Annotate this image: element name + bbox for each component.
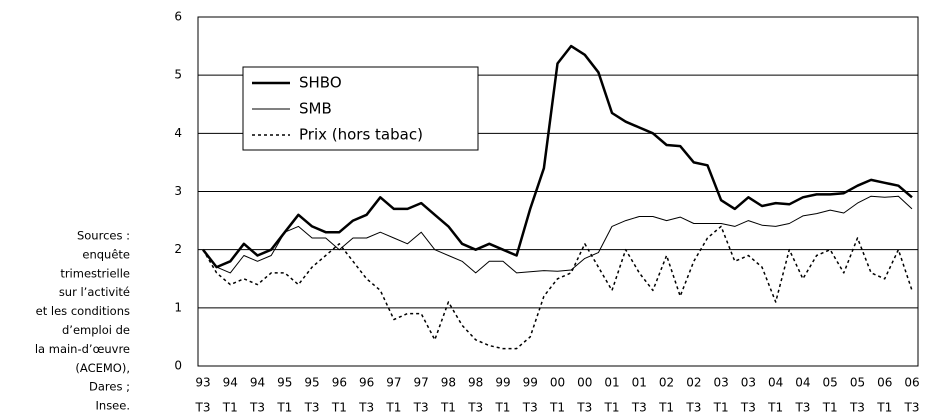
x-tick-label: 00 (550, 376, 565, 390)
source-line: Sources : (77, 229, 130, 243)
x-tick-label: 98 (441, 376, 456, 390)
x-tick-label: T3 (249, 401, 265, 415)
x-tick-label: T1 (385, 401, 401, 415)
x-tick-label: T3 (685, 401, 701, 415)
x-tick-label: 96 (359, 376, 374, 390)
x-tick-label: 05 (850, 376, 865, 390)
series-line (202, 225, 913, 350)
x-tick-label: 04 (768, 376, 783, 390)
source-line: (ACEMO), (75, 361, 130, 375)
y-tick-label: 0 (174, 359, 182, 373)
x-tick-label: 02 (659, 376, 674, 390)
x-tick-label: 06 (877, 376, 892, 390)
plot-frame (197, 16, 919, 367)
x-tick-label: 99 (495, 376, 510, 390)
source-line: et les conditions (36, 304, 130, 318)
x-tick-label: 00 (577, 376, 592, 390)
x-tick-label: T1 (494, 401, 510, 415)
x-tick-label: T3 (740, 401, 756, 415)
legend-label: SMB (299, 100, 332, 118)
x-tick-label: T1 (549, 401, 565, 415)
x-tick-label: T3 (413, 401, 429, 415)
x-tick-label: T1 (876, 401, 892, 415)
series-line (202, 195, 913, 274)
legend-label: SHBO (299, 74, 342, 92)
y-tick-label: 1 (174, 300, 182, 314)
x-tick-label: 03 (741, 376, 756, 390)
x-tick-label: 01 (632, 376, 647, 390)
y-tick-label: 6 (174, 10, 182, 24)
x-tick-label: 97 (386, 376, 401, 390)
x-tick-label: T3 (576, 401, 592, 415)
x-tick-label: 97 (414, 376, 429, 390)
legend-label: Prix (hors tabac) (299, 126, 423, 144)
x-tick-label: 96 (332, 376, 347, 390)
y-tick-label: 2 (174, 242, 182, 256)
x-tick-label: T3 (522, 401, 538, 415)
x-tick-label: T3 (631, 401, 647, 415)
x-tick-label: 03 (713, 376, 728, 390)
source-line: sur l’activité (59, 285, 130, 299)
x-tick-label: T3 (358, 401, 374, 415)
y-tick-label: 4 (174, 126, 182, 140)
x-tick-label: T3 (904, 401, 920, 415)
source-line: d’emploi de (62, 323, 130, 337)
source-line: Dares ; (89, 380, 130, 394)
x-tick-label: T1 (222, 401, 238, 415)
x-tick-label: T3 (304, 401, 320, 415)
x-tick-label: T3 (195, 401, 211, 415)
x-tick-label: T1 (440, 401, 456, 415)
x-tick-label: T1 (713, 401, 729, 415)
y-tick-label: 3 (174, 184, 182, 198)
x-tick-label: 02 (686, 376, 701, 390)
x-tick-label: T1 (767, 401, 783, 415)
x-tick-label: 05 (823, 376, 838, 390)
x-tick-label: T1 (658, 401, 674, 415)
x-tick-label: T3 (467, 401, 483, 415)
x-tick-label: 99 (523, 376, 538, 390)
y-tick-label: 5 (174, 68, 182, 82)
x-tick-label: 94 (250, 376, 265, 390)
x-tick-label: 93 (195, 376, 210, 390)
source-line: enquête (82, 247, 130, 261)
source-line: Insee. (96, 399, 130, 413)
x-tick-label: 94 (223, 376, 238, 390)
x-tick-label: 95 (277, 376, 292, 390)
source-line: la main-d’œuvre (35, 342, 130, 356)
x-tick-label: 95 (304, 376, 319, 390)
series-line (202, 44, 913, 269)
x-tick-label: T1 (822, 401, 838, 415)
x-tick-label: T1 (604, 401, 620, 415)
x-tick-label: 04 (795, 376, 810, 390)
x-tick-label: 01 (604, 376, 619, 390)
x-tick-label: T3 (849, 401, 865, 415)
source-line: trimestrielle (60, 266, 130, 280)
x-tick-label: 98 (468, 376, 483, 390)
x-tick-label: T3 (794, 401, 810, 415)
x-tick-label: T1 (276, 401, 292, 415)
x-tick-label: T1 (331, 401, 347, 415)
x-tick-label: 06 (904, 376, 919, 390)
